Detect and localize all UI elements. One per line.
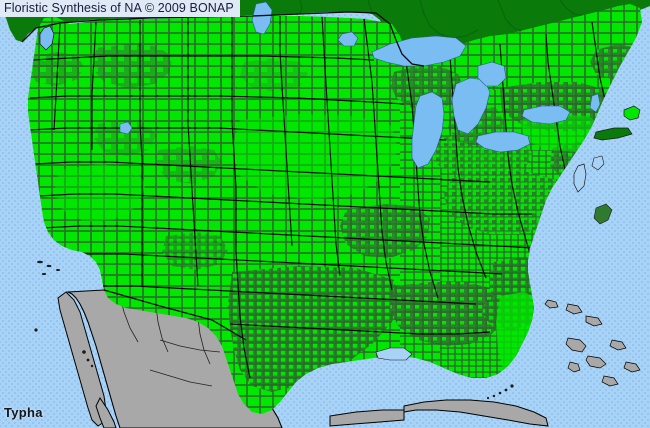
- baja-tip: [95, 397, 117, 428]
- zone-southwest-mixed: [162, 232, 228, 270]
- lake-winnipeg: [251, 1, 273, 35]
- zone-texas-mixed: [228, 266, 400, 392]
- coastal-features: [39, 25, 641, 400]
- delaware-bay: [591, 155, 605, 171]
- zone-california-bright: [54, 164, 146, 222]
- lake-ontario: [521, 105, 571, 125]
- map-title-banner: Floristic Synthesis of NA © 2009 BONAP: [0, 0, 240, 17]
- lake-champlain: [589, 93, 601, 113]
- taxon-name-label: Typha: [4, 405, 43, 420]
- puget-sound: [39, 25, 55, 51]
- pacific-islets: [34, 328, 94, 368]
- channel-islands: [37, 260, 60, 275]
- zone-florida-bright: [496, 292, 544, 382]
- national-borders: [21, 11, 425, 341]
- zone-northern-rockies-mixed: [92, 44, 172, 88]
- cuba: [403, 399, 549, 427]
- zone-colorado-mixed: [156, 146, 222, 184]
- outer-banks: [593, 203, 613, 225]
- zone-ozarks-mixed: [340, 204, 430, 258]
- zone-gulf-coast-mixed: [390, 282, 506, 346]
- bahamas-islands: [544, 299, 641, 387]
- region-mexico-caribbean: [34, 260, 641, 428]
- great-lakes: [119, 1, 601, 169]
- gulf-bay: [375, 347, 413, 361]
- lake-michigan: [411, 91, 445, 169]
- baja-california: [57, 291, 107, 427]
- zone-appalachia-mixed: [444, 172, 570, 234]
- florida-keys: [486, 384, 514, 400]
- zone-dakotas-mixed: [240, 58, 308, 92]
- long-island: [593, 127, 633, 141]
- lake-of-the-woods: [337, 31, 359, 47]
- canada-landmass: [0, 0, 650, 68]
- chesapeake-bay: [573, 163, 587, 193]
- cuba-west: [329, 409, 405, 427]
- lake-superior: [371, 35, 467, 67]
- cape-cod: [623, 105, 641, 121]
- lake-erie: [475, 131, 531, 153]
- great-salt-lake: [119, 121, 133, 135]
- georgian-bay: [477, 61, 507, 87]
